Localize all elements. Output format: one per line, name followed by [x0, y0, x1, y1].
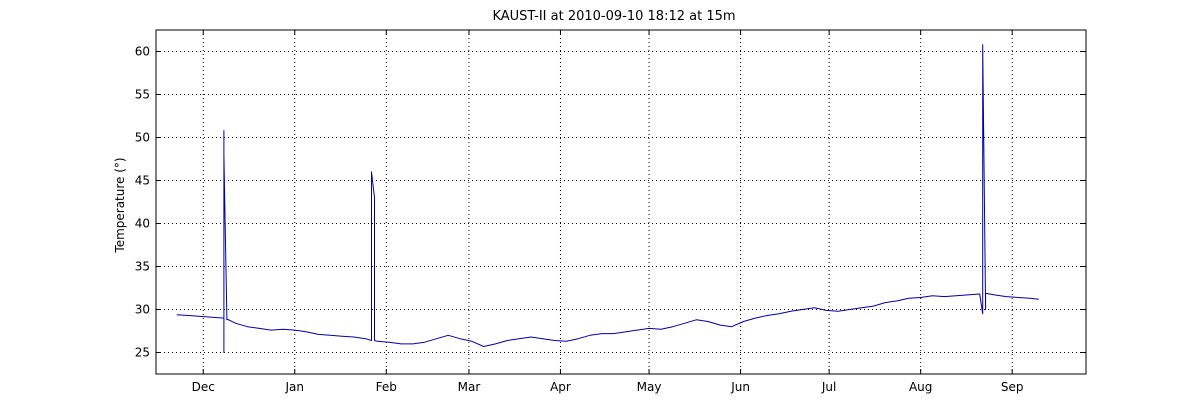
- x-tick-label: Apr: [550, 380, 571, 394]
- x-tick-label: Feb: [376, 380, 397, 394]
- x-tick-label: Jul: [821, 380, 836, 394]
- y-tick-label: 30: [135, 303, 150, 317]
- y-tick-label: 60: [135, 45, 150, 59]
- y-tick-label: 35: [135, 260, 150, 274]
- x-tick-label: Jan: [285, 380, 305, 394]
- axes-frame: [155, 29, 1087, 375]
- x-tick-label: May: [637, 380, 662, 394]
- grid-lines: [156, 30, 1086, 374]
- x-tick-label: Aug: [909, 380, 932, 394]
- y-tick-label: 25: [135, 346, 150, 360]
- y-axis-label: Temperature (°): [113, 157, 127, 253]
- plot-area: [176, 44, 1039, 353]
- y-tick-label: 50: [135, 131, 150, 145]
- x-tick-label: Mar: [458, 380, 481, 394]
- x-tick-label: Dec: [192, 380, 215, 394]
- x-tick-label: Jun: [730, 380, 750, 394]
- chart-title: KAUST-II at 2010-09-10 18:12 at 15m: [492, 9, 735, 24]
- y-tick-label: 40: [135, 217, 150, 231]
- axis-ticks: [156, 30, 1086, 374]
- x-tick-label: Sep: [1001, 380, 1024, 394]
- y-tick-labels: 25 30 35 40 45 50 55 60: [135, 45, 150, 360]
- temperature-series-line: [176, 44, 1039, 353]
- y-tick-label: 55: [135, 88, 150, 102]
- x-tick-labels: Dec Jan Feb Mar Apr May Jun Jul Aug Sep: [192, 380, 1024, 394]
- y-tick-label: 45: [135, 174, 150, 188]
